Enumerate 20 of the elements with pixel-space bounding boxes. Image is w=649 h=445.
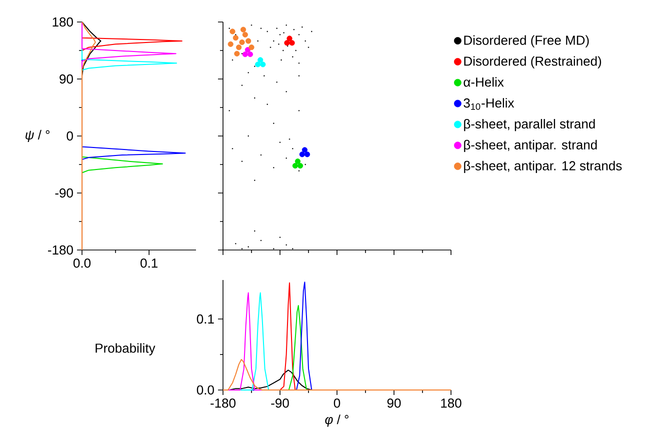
legend-label: α-Helix (464, 77, 504, 87)
x-tick-label: 0 (334, 398, 340, 408)
legend-label: β-sheet, antipar. strand (464, 140, 597, 152)
legend-label: Disordered (Restrained) (464, 56, 602, 68)
legend-label: β-sheet, antipar. 12 strands (464, 160, 622, 173)
x-tick-label: 180 (441, 398, 462, 408)
y-tick-label: -180 (48, 245, 73, 255)
y-axis-title: Probability (96, 343, 156, 356)
legend-label: 3$_{10}$-Helix (464, 98, 514, 110)
y-tick-label: 90 (60, 74, 73, 84)
x-tick-label: 90 (387, 398, 401, 408)
legend-label: β-sheet, parallel strand (464, 118, 595, 132)
x-axis-title: φ / ° (325, 414, 348, 427)
y-tick-label: -90 (55, 188, 73, 198)
y-axis-title: ψ / ° (26, 130, 50, 142)
legend-label: Disordered (Free MD) (464, 35, 589, 48)
y-tick-label: 0 (66, 131, 73, 141)
y-tick-label: 180 (52, 17, 73, 27)
x-tick-label: -90 (271, 398, 289, 408)
x-tick-label: -180 (210, 398, 236, 408)
